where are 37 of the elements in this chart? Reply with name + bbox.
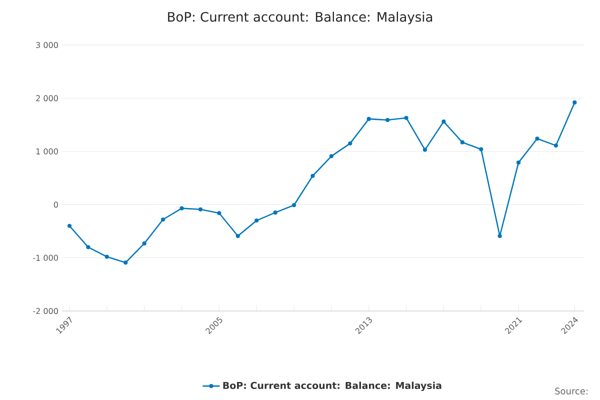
y-tick-label: 0 — [54, 202, 58, 208]
point — [124, 260, 128, 265]
point — [104, 254, 109, 259]
point — [67, 224, 72, 228]
point — [160, 217, 166, 222]
point — [554, 144, 558, 148]
y-tick-label: 1 000 — [36, 148, 58, 154]
point — [442, 120, 446, 124]
point — [310, 174, 315, 178]
chart-title: BoP: Current account: Balance: Malaysia — [168, 12, 432, 24]
point — [292, 203, 296, 208]
point — [498, 234, 502, 238]
point — [180, 206, 184, 210]
point — [572, 100, 577, 105]
point — [254, 218, 259, 223]
point — [236, 234, 240, 238]
point — [386, 118, 390, 122]
point — [348, 141, 352, 146]
point — [217, 211, 222, 216]
point — [142, 241, 146, 246]
y-tick-label: -1 000 — [33, 254, 58, 261]
point — [86, 245, 90, 250]
point — [273, 210, 278, 215]
point — [516, 160, 521, 165]
source-note: Source: — [555, 388, 588, 394]
point — [366, 116, 371, 121]
point — [404, 116, 408, 120]
y-tick-label: -2 000 — [33, 308, 58, 314]
point — [535, 136, 540, 141]
legend-label: BoP: Current account: Balance: Malaysia — [223, 382, 442, 391]
point — [460, 140, 464, 144]
point — [329, 154, 334, 158]
point — [479, 147, 484, 152]
point — [422, 148, 428, 152]
y-tick-label: 3 000 — [36, 42, 58, 48]
y-tick-label: 2 000 — [36, 95, 58, 102]
point — [198, 207, 203, 212]
